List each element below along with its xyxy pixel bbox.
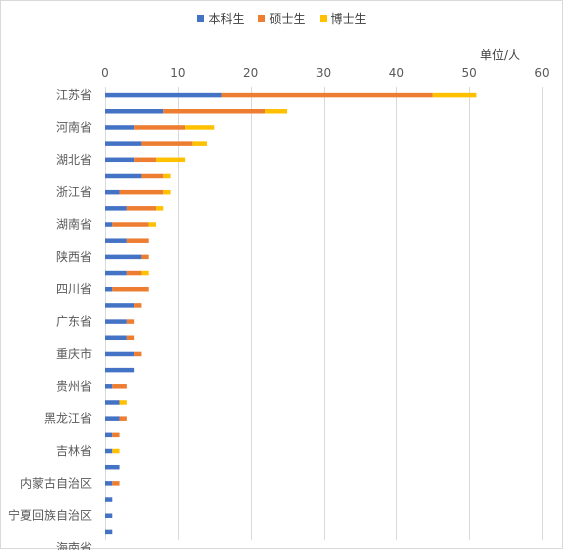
bar-1-0 (221, 92, 433, 98)
bar-0-26 (105, 513, 113, 518)
bar-1-7 (126, 206, 156, 211)
bar-0-15 (105, 335, 127, 341)
bar-2-19 (119, 400, 127, 405)
bar-0-18 (105, 384, 113, 389)
y-category-label-6: 四川省 (56, 282, 92, 296)
y-category-label-13: 宁夏回族自治区 (8, 508, 92, 523)
bar-1-5 (141, 173, 164, 179)
bar-1-15 (126, 335, 135, 341)
bar-0-22 (105, 448, 113, 454)
legend-label-series-1: 硕士生 (269, 12, 306, 26)
legend-swatch-series-2 (319, 15, 327, 22)
bar-2-8 (148, 222, 156, 227)
bar-0-9 (105, 238, 127, 243)
bar-0-5 (105, 173, 142, 179)
bar-0-7 (105, 206, 127, 211)
bar-2-2 (185, 125, 215, 130)
bar-0-11 (105, 270, 127, 276)
x-tick-label-0: 0 (101, 66, 109, 80)
bar-0-16 (105, 351, 135, 357)
y-category-label-9: 贵州省 (56, 379, 92, 393)
bar-0-4 (105, 157, 135, 163)
bar-1-6 (119, 189, 164, 195)
bar-0-10 (105, 254, 142, 260)
bar-1-9 (126, 238, 149, 243)
x-tick-label-3: 30 (316, 66, 331, 80)
bar-0-6 (105, 189, 120, 195)
bar-0-17 (105, 367, 135, 373)
legend-item-series-2: 博士生 (319, 10, 367, 27)
bar-0-3 (105, 141, 142, 146)
bar-0-12 (105, 286, 113, 292)
bar-1-18 (112, 384, 127, 389)
bar-1-10 (141, 254, 149, 260)
bar-2-5 (163, 173, 171, 179)
bar-2-22 (112, 448, 120, 454)
legend-label-series-2: 博士生 (330, 12, 367, 26)
bar-2-7 (155, 206, 164, 211)
bar-0-13 (105, 303, 135, 308)
legend-swatch-series-0 (197, 15, 205, 22)
bar-0-19 (105, 400, 120, 405)
x-tick-label-1: 10 (170, 66, 185, 80)
bar-1-16 (134, 351, 142, 357)
y-category-label-5: 陕西省 (56, 249, 92, 264)
x-tick-label-2: 20 (243, 66, 258, 80)
y-category-label-10: 黑龙江省 (44, 412, 92, 426)
bar-2-11 (141, 270, 149, 276)
bar-1-13 (134, 303, 142, 308)
x-tick-label-4: 40 (389, 66, 404, 80)
y-category-label-11: 吉林省 (56, 444, 92, 458)
bar-0-27 (105, 529, 113, 535)
x-tick-label-5: 50 (462, 66, 477, 80)
bar-2-1 (265, 109, 288, 114)
y-category-label-1: 河南省 (56, 119, 92, 134)
legend-swatch-series-1 (258, 15, 266, 22)
bar-1-24 (112, 481, 120, 486)
bar-0-14 (105, 319, 127, 324)
y-category-label-3: 浙江省 (56, 185, 92, 199)
bar-1-14 (126, 319, 135, 324)
bar-0-24 (105, 481, 113, 486)
bar-1-20 (119, 416, 127, 421)
bar-1-3 (141, 141, 193, 146)
bar-2-6 (163, 189, 171, 195)
bar-0-2 (105, 125, 135, 130)
bar-2-3 (192, 141, 207, 146)
bar-0-21 (105, 432, 113, 438)
legend-item-series-0: 本科生 (197, 10, 244, 27)
y-category-label-4: 湖南省 (56, 217, 92, 232)
y-category-label-8: 重庆市 (56, 346, 92, 361)
bar-1-2 (134, 125, 186, 130)
y-category-label-7: 广东省 (56, 315, 92, 329)
bar-0-8 (105, 222, 113, 227)
bar-0-0 (105, 92, 222, 98)
unit-label: 单位/人 (480, 48, 521, 62)
bar-0-1 (105, 109, 164, 114)
y-category-label-2: 湖北省 (56, 152, 92, 167)
bar-0-23 (105, 464, 120, 470)
bar-2-0 (432, 92, 477, 98)
bar-2-4 (155, 157, 186, 163)
bar-1-11 (126, 270, 142, 276)
bar-1-1 (163, 109, 266, 114)
legend-item-series-1: 硕士生 (258, 10, 306, 27)
bar-1-8 (112, 222, 149, 227)
y-category-label-14: 海南省 (56, 540, 92, 550)
bar-1-21 (112, 432, 120, 438)
bar-1-12 (112, 286, 149, 292)
x-tick-label-6: 60 (534, 66, 549, 80)
y-category-label-12: 内蒙古自治区 (20, 475, 92, 490)
legend-label-series-0: 本科生 (208, 12, 245, 26)
bar-0-20 (105, 416, 120, 421)
bar-0-25 (105, 497, 113, 502)
y-category-label-0: 江苏省 (56, 88, 92, 102)
bar-1-4 (134, 157, 156, 163)
legend: 本科生 硕士生 博士生 (0, 10, 564, 27)
